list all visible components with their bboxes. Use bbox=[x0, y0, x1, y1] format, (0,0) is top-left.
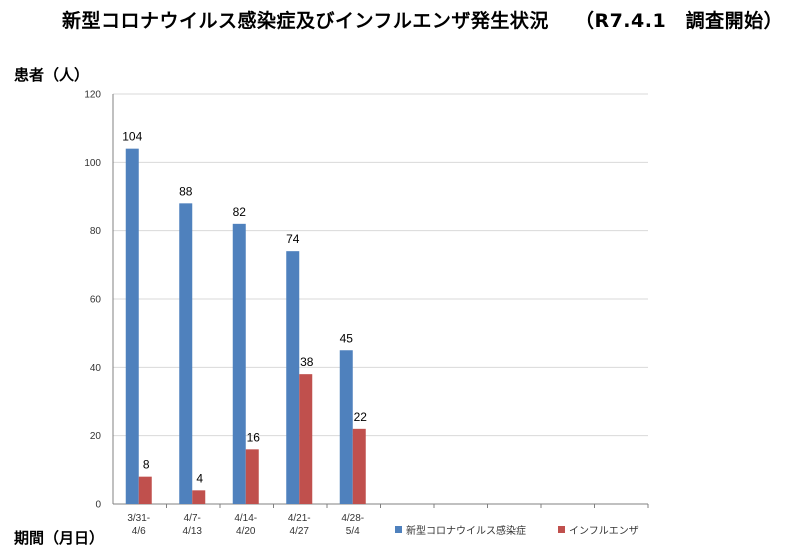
legend: 新型コロナウイルス感染症 インフルエンザ bbox=[395, 522, 639, 537]
bar-covid bbox=[179, 203, 193, 505]
x-tick-label: 4/21- bbox=[288, 513, 311, 524]
data-label-covid: 104 bbox=[122, 130, 142, 144]
legend-item-covid: 新型コロナウイルス感染症 bbox=[395, 522, 526, 537]
bar-flu bbox=[192, 490, 206, 504]
bar-flu bbox=[245, 449, 259, 504]
data-label-flu: 38 bbox=[300, 355, 314, 369]
bar-covid bbox=[125, 148, 139, 504]
data-label-covid: 88 bbox=[179, 184, 193, 198]
y-tick-label: 20 bbox=[90, 431, 102, 442]
title-main: 新型コロナウイルス感染症及びインフルエンザ発生状況 bbox=[62, 10, 549, 32]
x-tick-label: 4/13 bbox=[183, 526, 203, 537]
legend-label-flu: インフルエンザ bbox=[569, 526, 639, 537]
y-tick-label: 60 bbox=[90, 295, 102, 306]
bar-flu bbox=[352, 428, 366, 504]
y-axis-label: 患者（人） bbox=[14, 66, 90, 84]
data-label-covid: 82 bbox=[233, 205, 247, 219]
data-label-flu: 4 bbox=[196, 471, 203, 485]
x-tick-label: 4/27 bbox=[290, 526, 310, 537]
x-tick-label: 4/6 bbox=[132, 526, 146, 537]
y-tick-label: 80 bbox=[90, 226, 102, 237]
x-tick-label: 3/31- bbox=[127, 513, 150, 524]
bar-flu bbox=[138, 476, 152, 504]
x-tick-label: 5/4 bbox=[346, 526, 360, 537]
legend-swatch-covid bbox=[395, 526, 402, 533]
x-tick-label: 4/14- bbox=[234, 513, 257, 524]
data-label-flu: 16 bbox=[247, 430, 261, 444]
bar-flu bbox=[299, 374, 313, 504]
page-title: 新型コロナウイルス感染症及びインフルエンザ発生状況 （R7.4.1 調査開始） bbox=[62, 6, 783, 33]
y-tick-label: 120 bbox=[84, 90, 101, 101]
x-tick-label: 4/20 bbox=[236, 526, 256, 537]
data-label-covid: 74 bbox=[286, 232, 300, 246]
title-note: （R7.4.1 調査開始） bbox=[574, 10, 784, 32]
x-axis-label: 期間（月日） bbox=[14, 529, 105, 547]
data-label-covid: 45 bbox=[340, 331, 354, 345]
bar-covid bbox=[339, 350, 353, 504]
legend-item-flu: インフルエンザ bbox=[558, 522, 639, 537]
bar-covid bbox=[232, 223, 246, 505]
y-tick-label: 100 bbox=[84, 158, 101, 169]
legend-label-covid: 新型コロナウイルス感染症 bbox=[406, 526, 526, 537]
bar-covid bbox=[286, 251, 300, 504]
x-tick-label: 4/28- bbox=[341, 513, 364, 524]
data-label-flu: 8 bbox=[143, 458, 150, 472]
data-label-flu: 22 bbox=[354, 410, 368, 424]
y-tick-label: 40 bbox=[90, 363, 102, 374]
x-tick-label: 4/7- bbox=[184, 513, 201, 524]
legend-swatch-flu bbox=[558, 526, 565, 533]
y-tick-label: 0 bbox=[95, 500, 101, 511]
